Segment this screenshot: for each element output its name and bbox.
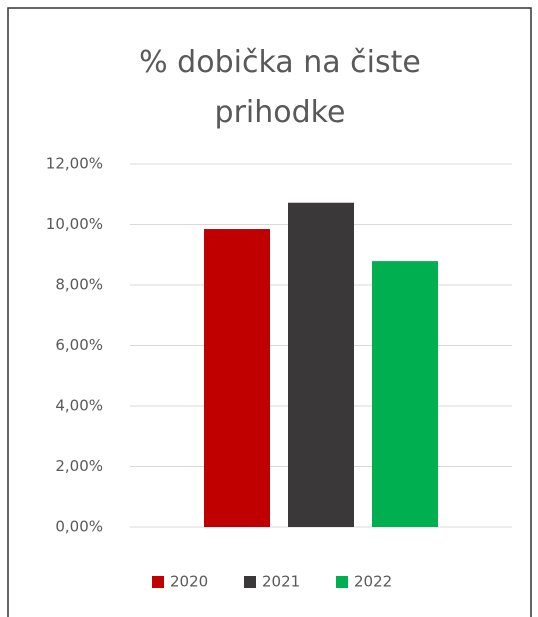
- y-tick-label: 0,00%: [55, 518, 103, 536]
- y-tick-label: 12,00%: [46, 155, 103, 173]
- legend-label: 2022: [354, 573, 392, 591]
- legend-swatch: [336, 576, 348, 588]
- y-tick-label: 6,00%: [55, 336, 103, 354]
- legend-swatch: [152, 576, 164, 588]
- y-tick-label: 2,00%: [55, 457, 103, 475]
- y-tick-label: 10,00%: [46, 215, 103, 233]
- legend-label: 2021: [262, 573, 300, 591]
- y-tick-label: 4,00%: [55, 397, 103, 415]
- legend-label: 2020: [170, 573, 208, 591]
- chart-title: % dobička na čiste prihodke: [139, 45, 421, 130]
- bar: [204, 229, 270, 527]
- legend-swatch: [244, 576, 256, 588]
- bar: [372, 261, 438, 527]
- y-tick-label: 8,00%: [55, 276, 103, 294]
- bar: [288, 202, 354, 527]
